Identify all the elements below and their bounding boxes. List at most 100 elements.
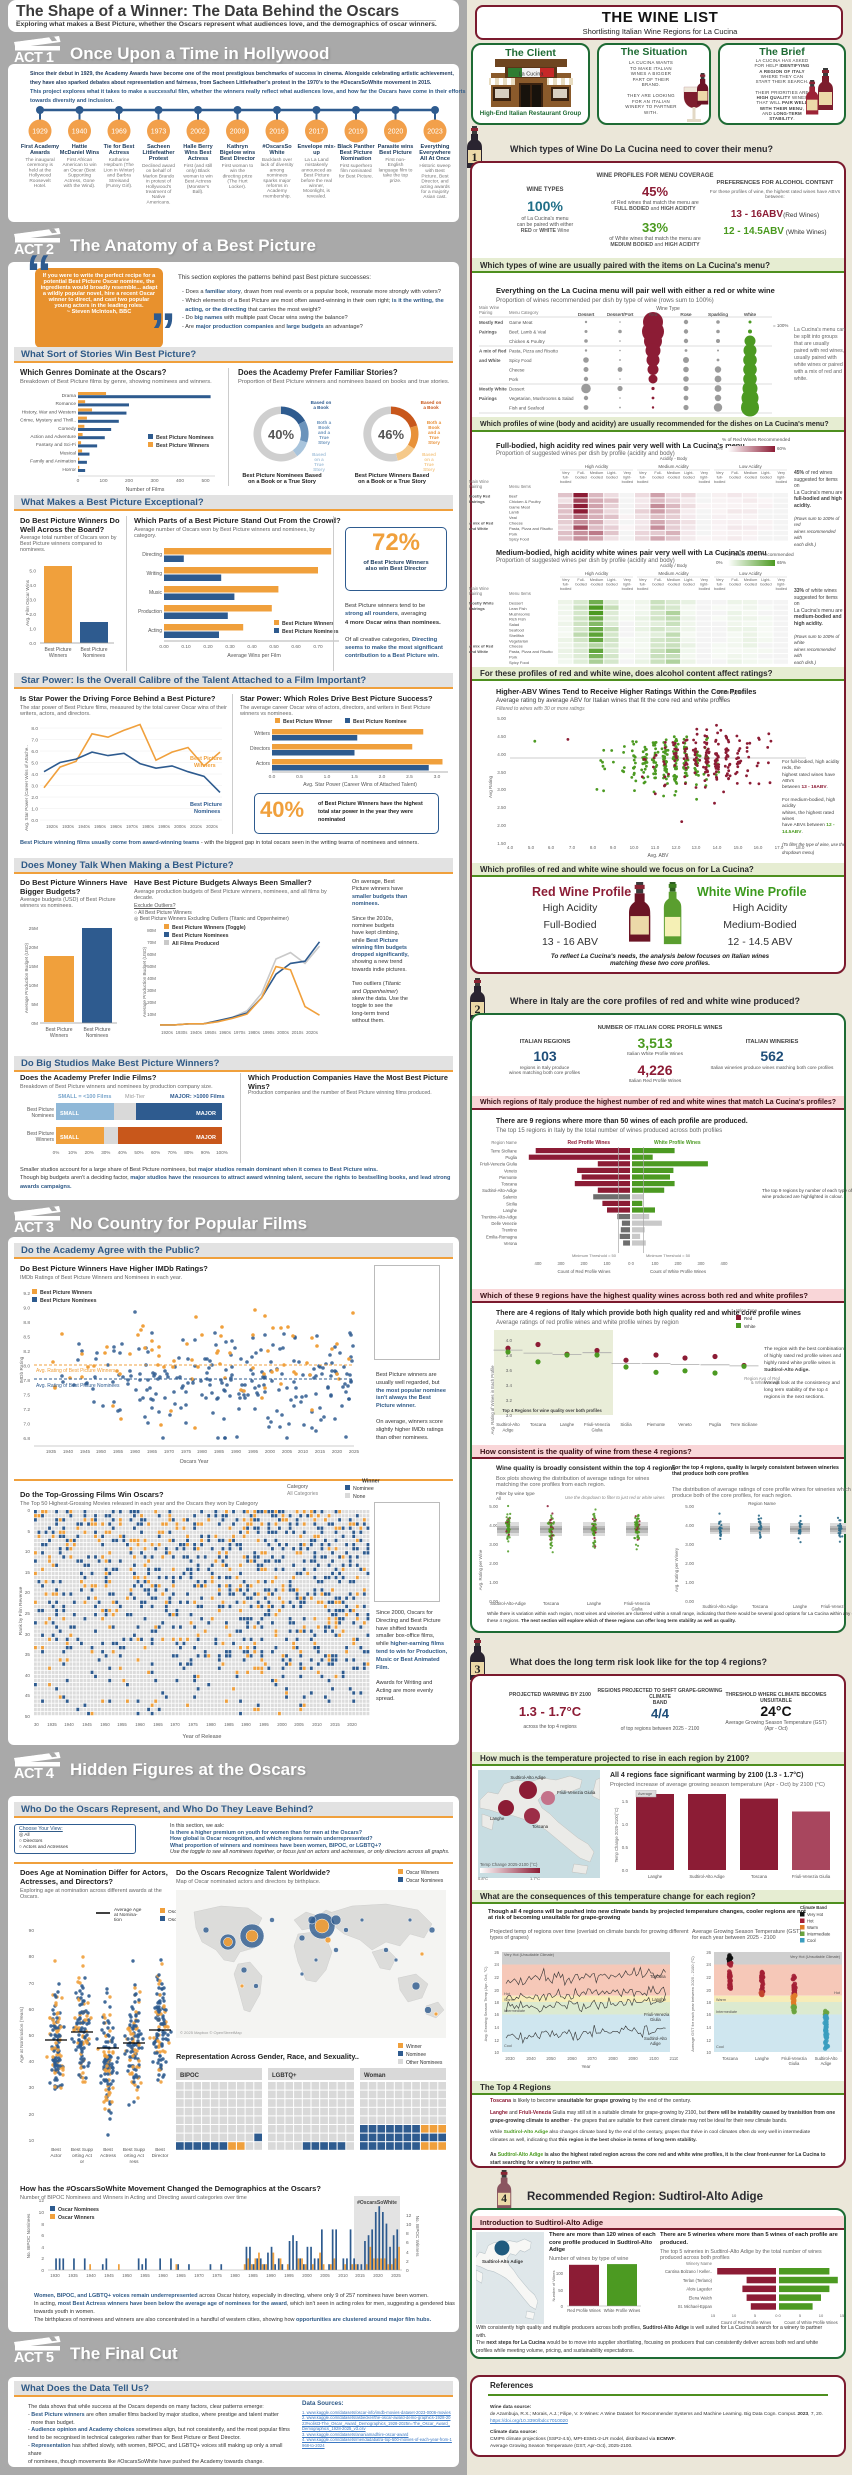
svg-text:Best Picture Winners: Best Picture Winners: [282, 621, 334, 627]
svg-text:Red Profile Wines: Red Profile Wines: [568, 1140, 611, 1146]
svg-text:80M: 80M: [147, 928, 156, 933]
svg-text:200: 200: [125, 478, 133, 484]
svg-text:First (and still: First (and still: [184, 163, 213, 169]
svg-text:Emilia-Romagna: Emilia-Romagna: [486, 1234, 518, 1239]
svg-text:Very: Very: [639, 471, 647, 475]
svg-text:with Best: with Best: [425, 168, 445, 174]
svg-text:Wins Best: Wins Best: [185, 150, 212, 156]
svg-text:1940s: 1940s: [78, 824, 90, 829]
svg-text:1935: 1935: [47, 1722, 57, 1727]
svg-text:lack of diversity: lack of diversity: [261, 162, 294, 168]
svg-text:Very Hot: Very Hot: [807, 1912, 824, 1917]
svg-text:1950: 1950: [96, 1449, 107, 1454]
svg-text:1980: 1980: [197, 1449, 208, 1454]
svg-text:#OscarsSoWhite: #OscarsSoWhite: [357, 2200, 397, 2206]
svg-text:500: 500: [201, 478, 209, 484]
svg-text:Oscar Nominees: Oscar Nominees: [406, 1878, 444, 1884]
svg-text:La Cucina: La Cucina: [519, 72, 545, 78]
svg-text:18: 18: [494, 2000, 499, 2005]
svg-text:Terre Siciliane: Terre Siciliane: [731, 1422, 759, 1427]
svg-text:full-: full-: [563, 583, 570, 587]
svg-text:0: 0: [77, 478, 80, 484]
svg-text:17.0: 17.0: [775, 845, 784, 850]
svg-text:bodied: bodied: [652, 583, 663, 587]
svg-text:prize.: prize.: [390, 178, 402, 184]
svg-text:bodied: bodied: [606, 476, 617, 480]
svg-text:Very Hot (Unsuitable Climate): Very Hot (Unsuitable Climate): [504, 1953, 555, 1957]
svg-text:White Profile Wines: White Profile Wines: [604, 2308, 641, 2313]
svg-text:Giulia: Giulia: [650, 2017, 661, 2022]
svg-text:1990s: 1990s: [158, 824, 170, 829]
svg-text:White: White: [269, 150, 284, 156]
svg-text:(Funny Girl).: (Funny Girl).: [106, 183, 133, 189]
svg-text:Story: Story: [318, 440, 330, 445]
svg-text:Very Hot (Unsuitable Climate): Very Hot (Unsuitable Climate): [790, 1955, 841, 1959]
svg-text:Based on: Based on: [311, 400, 332, 405]
svg-text:Medium Acidity: Medium Acidity: [658, 571, 689, 576]
svg-text:A mix of Red: A mix of Red: [469, 644, 494, 649]
svg-text:Cool: Cool: [504, 2044, 512, 2048]
svg-text:Pairing: Pairing: [479, 310, 493, 315]
svg-text:acting awards: acting awards: [420, 184, 450, 190]
svg-text:1940: 1940: [86, 2273, 96, 2278]
svg-text:ACT 3: ACT 3: [14, 1220, 54, 1236]
svg-text:Langhe: Langhe: [652, 1997, 667, 2002]
svg-text:Warm: Warm: [504, 1998, 514, 2002]
svg-text:Light-: Light-: [684, 578, 694, 582]
svg-text:0.60: 0.60: [291, 644, 301, 650]
svg-text:Everywhere: Everywhere: [419, 150, 450, 156]
svg-text:6.8: 6.8: [23, 1436, 30, 1442]
svg-text:2110: 2110: [669, 2056, 678, 2061]
svg-text:3.4: 3.4: [506, 1383, 513, 1388]
svg-text:bodied: bodied: [637, 480, 648, 484]
svg-text:Rose: Rose: [680, 312, 692, 318]
svg-text:ACT 4: ACT 4: [14, 1766, 54, 1782]
svg-text:50: 50: [558, 2288, 563, 2293]
svg-text:2060: 2060: [567, 2056, 577, 2061]
svg-text:2030: 2030: [505, 2056, 515, 2061]
svg-text:Pairings: Pairings: [469, 499, 486, 504]
svg-text:5.0: 5.0: [31, 761, 38, 767]
svg-text:Acidity / Body: Acidity / Body: [660, 563, 688, 568]
svg-text:300: 300: [558, 1261, 566, 1266]
svg-text:Very: Very: [639, 578, 647, 582]
svg-text:woman to win: woman to win: [183, 173, 213, 179]
svg-text:an Oscar (Best: an Oscar (Best: [64, 167, 97, 173]
svg-text:30: 30: [25, 1632, 31, 1637]
svg-text:Menu Items: Menu Items: [509, 591, 531, 596]
svg-text:Tie for Best: Tie for Best: [104, 144, 135, 150]
svg-text:4.0: 4.0: [506, 1338, 513, 1343]
svg-text:bodied: bodied: [714, 480, 725, 484]
svg-text:First Academy: First Academy: [21, 144, 60, 150]
svg-text:High Acidity: High Acidity: [585, 464, 609, 469]
svg-text:bodied: bodied: [622, 587, 633, 591]
svg-text:Sudtirol-Alto-Adige: Sudtirol-Alto-Adige: [490, 1601, 526, 1606]
svg-text:100: 100: [604, 1261, 612, 1266]
svg-text:Nominees: Nominees: [31, 1113, 54, 1119]
svg-text:treatment of: treatment of: [146, 189, 172, 195]
svg-text:1935: 1935: [46, 1449, 57, 1454]
svg-text:White: White: [744, 1324, 756, 1329]
svg-text:5.0: 5.0: [29, 569, 36, 575]
svg-text:80: 80: [29, 1954, 35, 1960]
svg-text:5M: 5M: [31, 1002, 38, 1008]
svg-text:0.30: 0.30: [225, 644, 235, 650]
svg-text:Wine Type: Wine Type: [656, 306, 680, 312]
svg-text:light-: light-: [623, 476, 632, 480]
svg-text:Toscana: Toscana: [501, 1182, 517, 1187]
svg-text:0: 0: [561, 2304, 564, 2309]
svg-text:16: 16: [494, 2012, 499, 2017]
svg-text:8.0: 8.0: [590, 845, 597, 850]
svg-text:Veneto: Veneto: [678, 1422, 692, 1427]
svg-text:Friuli-Venezia Giulia: Friuli-Venezia Giulia: [792, 1874, 831, 1879]
svg-text:1930s: 1930s: [62, 824, 74, 829]
svg-text:1960: 1960: [130, 1449, 141, 1454]
svg-text:Awards: Awards: [30, 150, 50, 156]
svg-text:1945: 1945: [80, 1449, 91, 1454]
svg-text:Intermediate: Intermediate: [716, 2010, 737, 2014]
svg-text:1.5: 1.5: [351, 774, 358, 780]
svg-text:Protest: Protest: [149, 156, 168, 162]
svg-text:20: 20: [29, 2112, 35, 2118]
svg-text:Avg. ABV: Avg. ABV: [647, 853, 669, 859]
svg-text:Best Picture: Best Picture: [84, 1027, 111, 1033]
